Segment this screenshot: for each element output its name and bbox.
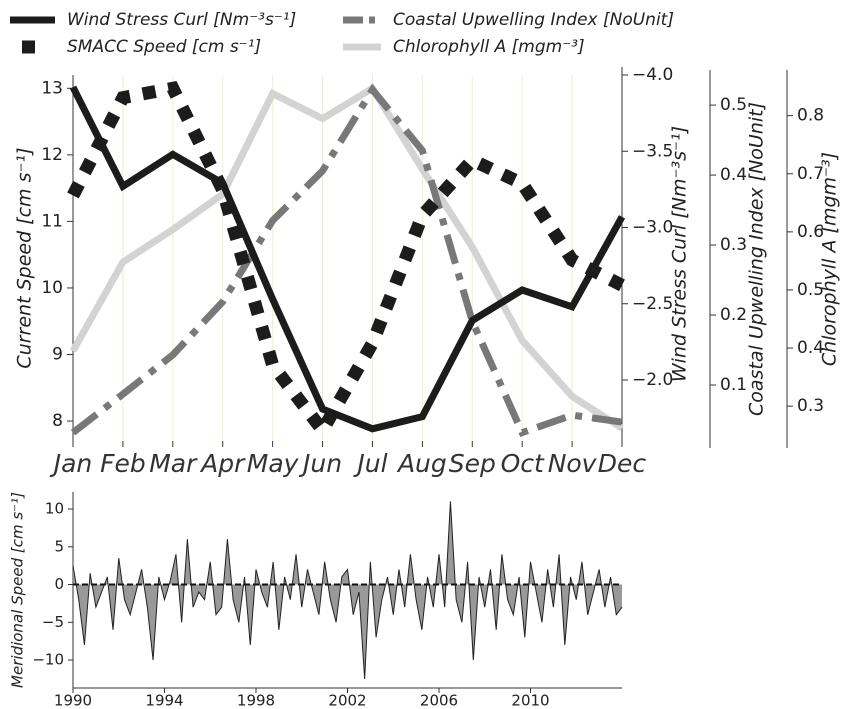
x-tick-label: 2002 [328, 692, 366, 709]
y-tick-label: −2.5 [632, 294, 673, 314]
series-line [69, 83, 624, 432]
y-tick-label: 0.6 [797, 222, 824, 242]
y-tick-label: 0.1 [720, 375, 747, 395]
legend-label: Chlorophyll A [mgm⁻³] [393, 37, 585, 57]
x-tick-label: Jun [298, 449, 342, 478]
y-tick-label: 0.5 [797, 280, 824, 300]
y-tick-label: 0 [54, 575, 64, 593]
x-tick-label: 2010 [511, 692, 549, 709]
y-tick-label: 0.4 [720, 165, 747, 185]
axis-label: Current Speed [cm s⁻¹] [14, 147, 36, 368]
y-tick-label: −5 [42, 613, 64, 631]
y-tick-label: 12 [41, 145, 63, 165]
y-tick-label: 0.3 [797, 396, 824, 416]
x-tick-label: Apr [199, 449, 246, 478]
y-tick-label: 0.4 [797, 338, 824, 358]
series-line [67, 81, 625, 443]
y-tick-label: −2.0 [632, 370, 673, 390]
series-line [69, 85, 626, 433]
axis-label: Meridional Speed [cm s⁻¹] [9, 492, 27, 688]
y-tick-label: 0.7 [797, 164, 824, 184]
legend-label: Wind Stress Curl [Nm⁻³s⁻¹] [67, 10, 296, 30]
x-tick-label: Mar [149, 449, 198, 478]
x-tick-label: 1998 [237, 692, 275, 709]
y-tick-label: 0.2 [720, 305, 747, 325]
legend-label: SMACC Speed [cm s⁻¹] [67, 37, 261, 57]
x-tick-label: Feb [100, 449, 146, 478]
y-tick-label: 0.8 [797, 106, 824, 126]
y-tick-label: 0.5 [720, 95, 747, 115]
axis-label: Wind Stress Curl [Nm⁻³s⁻¹] [669, 126, 691, 382]
y-tick-label: 13 [41, 78, 63, 98]
x-tick-label: Dec [598, 449, 647, 478]
y-tick-label: 8 [52, 411, 63, 431]
y-tick-label: −10 [32, 651, 64, 669]
axis-label: Coastal Upwelling Index [NoUnit] [746, 102, 768, 416]
x-tick-label: 1990 [54, 692, 92, 709]
x-tick-label: Sep [449, 449, 496, 478]
y-tick-label: 9 [52, 344, 63, 364]
x-tick-label: 1994 [145, 692, 183, 709]
area-fill [73, 501, 622, 679]
x-tick-label: May [247, 449, 300, 478]
y-tick-label: −4.0 [632, 65, 673, 85]
legend-label: Coastal Upwelling Index [NoUnit] [393, 10, 674, 30]
y-tick-label: −3.0 [632, 218, 673, 238]
x-tick-label: Aug [396, 449, 447, 478]
axis-label: Chlorophyll A [mgm⁻³] [819, 152, 841, 366]
y-tick-label: 10 [41, 278, 63, 298]
series-line [70, 83, 623, 437]
x-tick-label: Jan [49, 449, 93, 478]
y-tick-label: −3.5 [632, 141, 673, 161]
y-tick-label: 11 [41, 211, 63, 231]
area-line [72, 501, 623, 679]
y-tick-label: 10 [45, 499, 64, 517]
y-tick-label: 5 [54, 537, 64, 555]
x-tick-label: Nov [548, 449, 598, 478]
x-tick-label: Oct [501, 449, 545, 478]
x-tick-label: 2006 [420, 692, 458, 709]
y-tick-label: 0.3 [720, 235, 747, 255]
x-tick-label: Jul [352, 449, 387, 478]
